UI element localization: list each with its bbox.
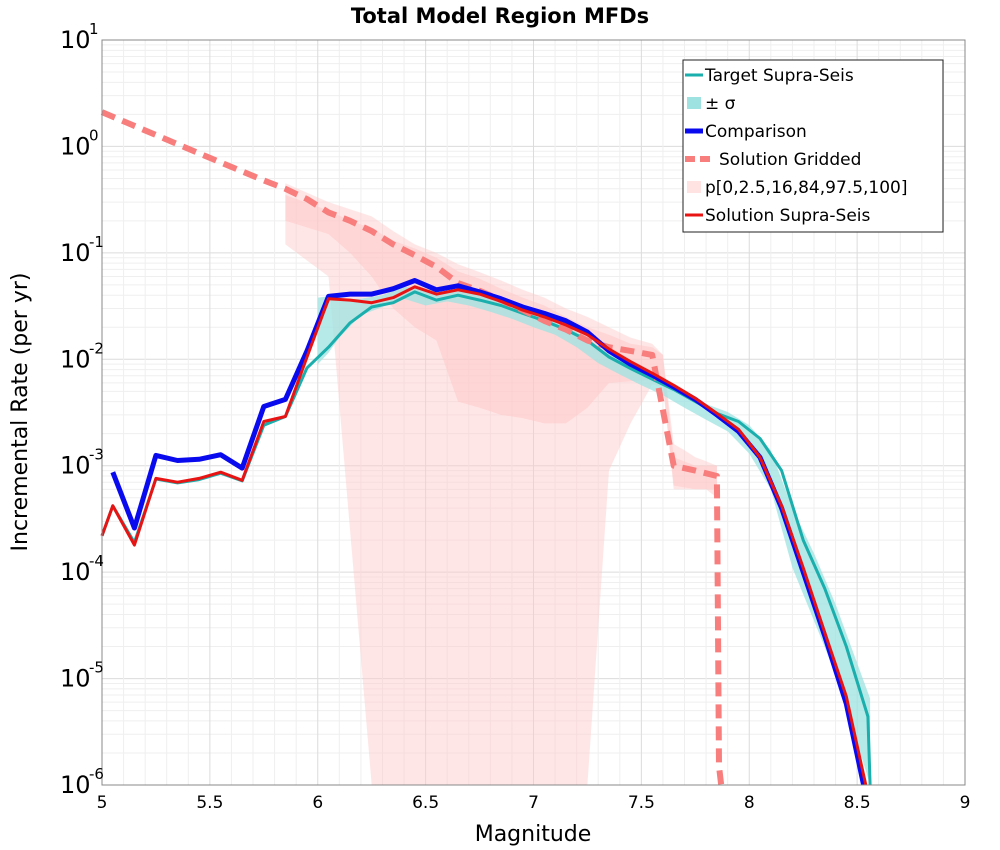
x-tick-label: 5.5 <box>196 793 223 813</box>
legend-label: Solution Gridded <box>719 150 861 170</box>
chart-title: Total Model Region MFDs <box>351 4 649 28</box>
y-tick-base: 10 <box>60 345 91 373</box>
x-tick-label: 8.5 <box>844 793 871 813</box>
percentile-band-outer <box>285 183 717 786</box>
series-lines <box>100 109 872 786</box>
y-tick-exponent: -1 <box>89 233 104 251</box>
legend-label: Solution Supra-Seis <box>705 206 871 226</box>
y-tick-exponent: 0 <box>89 126 99 144</box>
y-tick-base: 10 <box>60 452 91 480</box>
x-tick-label: 7.5 <box>628 793 655 813</box>
y-tick-label: 10-6 <box>60 765 104 799</box>
y-tick-base: 10 <box>60 132 91 160</box>
y-tick-exponent: -4 <box>89 552 104 570</box>
y-tick-label: 10-2 <box>60 339 104 373</box>
y-tick-label: 101 <box>60 20 99 54</box>
legend-item: Target Supra-Seis <box>685 66 854 86</box>
y-tick-base: 10 <box>60 665 91 693</box>
legend-label: p[0,2.5,16,84,97.5,100] <box>705 178 908 198</box>
legend: Target Supra-Seis ± σ Comparison Solution G… <box>682 59 944 233</box>
x-tick-label: 7 <box>528 793 539 813</box>
percentile-band-inner <box>285 195 717 490</box>
legend-swatch <box>687 97 701 109</box>
x-tick-label: 5 <box>97 793 108 813</box>
y-tick-exponent: -5 <box>89 659 104 677</box>
y-tick-label: 10-3 <box>60 446 104 480</box>
y-tick-base: 10 <box>60 771 91 799</box>
x-tick-label: 6 <box>312 793 323 813</box>
x-tick-label: 6.5 <box>412 793 439 813</box>
legend-box <box>682 59 944 233</box>
y-tick-exponent: -3 <box>89 446 104 464</box>
y-tick-exponent: -6 <box>89 765 104 783</box>
legend-label: Comparison <box>705 122 807 142</box>
plot-frame <box>101 39 966 786</box>
y-tick-base: 10 <box>60 26 91 54</box>
y-tick-label: 10-4 <box>60 552 104 586</box>
legend-item: Comparison <box>685 122 807 142</box>
legend-swatch <box>687 181 701 193</box>
y-tick-label: 100 <box>60 126 99 160</box>
x-tick-label: 8 <box>744 793 755 813</box>
y-tick-label: 10-1 <box>60 233 104 267</box>
legend-item: Solution Supra-Seis <box>685 206 871 226</box>
y-axis-label: Incremental Rate (per yr) <box>8 273 33 552</box>
legend-item: Solution Gridded <box>685 150 861 170</box>
x-ticks: 5 5.5 6 6.5 7 7.5 8 8.5 9 <box>97 793 971 813</box>
legend-item: ± σ <box>687 94 736 114</box>
legend-label: ± σ <box>705 94 736 114</box>
y-tick-base: 10 <box>60 239 91 267</box>
y-tick-base: 10 <box>60 558 91 586</box>
series-solution-supra-seis <box>100 285 868 786</box>
legend-label: Target Supra-Seis <box>704 66 854 86</box>
y-tick-exponent: 1 <box>89 20 99 38</box>
y-tick-label: 10-5 <box>60 659 104 693</box>
legend-item: p[0,2.5,16,84,97.5,100] <box>687 178 908 198</box>
x-tick-label: 9 <box>960 793 971 813</box>
x-axis-label: Magnitude <box>475 822 592 847</box>
y-tick-exponent: -2 <box>89 339 104 357</box>
bands <box>285 183 871 786</box>
